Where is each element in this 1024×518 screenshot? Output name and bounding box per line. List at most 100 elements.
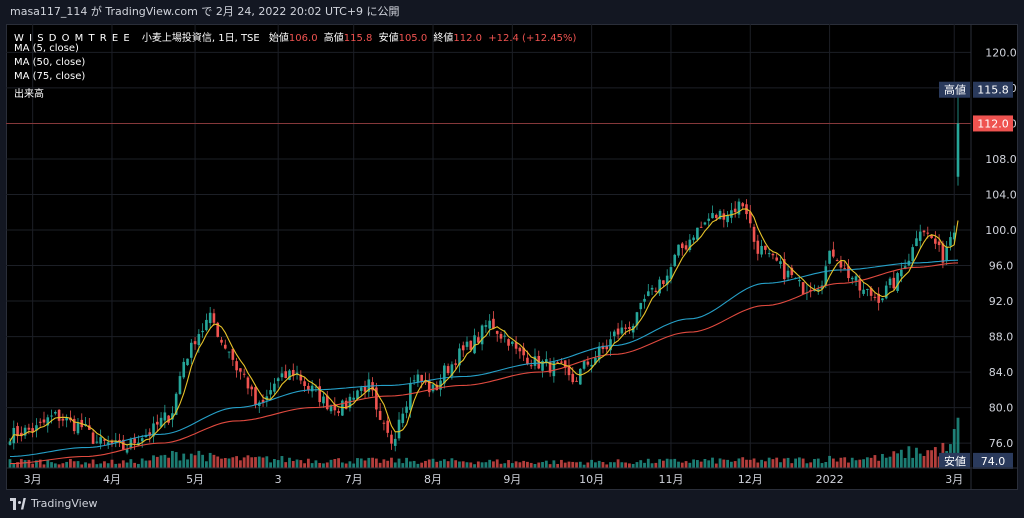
candle-body — [261, 399, 265, 403]
candle-body — [941, 243, 945, 263]
candle-body — [643, 298, 646, 302]
candle-body — [684, 245, 688, 250]
volume-bar — [597, 460, 601, 468]
volume-bar — [510, 463, 514, 468]
candle-body — [677, 244, 680, 256]
candle-body — [329, 405, 333, 412]
volume-bar — [541, 462, 544, 468]
candle-body — [57, 409, 61, 421]
indicator-volume[interactable]: 出来高 — [14, 89, 44, 100]
candle-body — [609, 339, 612, 351]
volume-bar — [250, 457, 254, 468]
candle-body — [390, 434, 393, 444]
volume-bar — [918, 453, 922, 468]
volume-bar — [144, 460, 148, 468]
indicator-ma5[interactable]: MA (5, close) — [14, 43, 79, 54]
volume-bar — [839, 457, 843, 468]
volume-bar — [862, 459, 865, 468]
volume-bar — [261, 457, 265, 468]
volume-bar — [888, 456, 892, 468]
candle-body — [114, 440, 118, 443]
candle-body — [265, 396, 269, 401]
candle-body — [915, 238, 918, 246]
volume-bar — [280, 456, 284, 468]
volume-bar — [114, 463, 118, 468]
volume-bar — [594, 462, 597, 468]
volume-bar — [575, 462, 578, 468]
volume-bar — [722, 459, 726, 468]
candle-body — [27, 427, 31, 430]
candle-body — [465, 341, 469, 347]
volume-bar — [412, 460, 416, 468]
candle-body — [579, 368, 582, 385]
tradingview-logo[interactable]: TradingView — [10, 497, 97, 510]
price-chart[interactable]: 120.0116.0112.0108.0104.0100.096.092.088… — [6, 24, 1018, 490]
volume-bar — [254, 457, 257, 468]
volume-bar — [416, 463, 420, 468]
candle-body — [106, 442, 110, 445]
volume-bar — [348, 461, 352, 468]
candle-body — [477, 337, 480, 343]
volume-bar — [344, 463, 348, 468]
volume-bar — [560, 459, 563, 468]
candle-body — [718, 210, 722, 220]
candle-body — [461, 345, 465, 351]
volume-bar — [567, 461, 571, 468]
volume-bar — [16, 462, 19, 468]
candle-body — [707, 218, 711, 221]
candle-body — [288, 370, 291, 380]
volume-bar — [533, 464, 537, 468]
candle-body — [450, 364, 454, 377]
time-tick-label: 12月 — [738, 473, 763, 486]
candle-body — [775, 257, 779, 261]
candle-body — [892, 277, 896, 289]
volume-bar — [121, 460, 125, 468]
volume-bar — [805, 463, 809, 468]
volume-bar — [537, 462, 541, 468]
candle-body — [99, 437, 102, 444]
volume-bar — [95, 464, 99, 468]
candle-body — [352, 397, 355, 400]
volume-bar — [707, 460, 711, 468]
candle-body — [552, 361, 556, 377]
candle-body — [382, 422, 386, 424]
candle-body — [790, 267, 794, 276]
candle-body — [556, 362, 559, 364]
volume-bar — [507, 460, 510, 468]
price-tick-label: 120.0 — [985, 46, 1017, 59]
candle-body — [201, 330, 204, 333]
candle-body — [299, 374, 303, 381]
candle-body — [601, 345, 605, 350]
candle-body — [930, 235, 933, 239]
candle-body — [61, 418, 65, 421]
indicator-ma75[interactable]: MA (75, close) — [14, 71, 86, 82]
volume-bar — [371, 457, 374, 468]
candle-body — [590, 364, 593, 367]
volume-bar — [514, 461, 518, 468]
candle-body — [125, 448, 129, 453]
volume-bar — [424, 460, 427, 468]
candle-body — [212, 313, 216, 323]
candle-body — [291, 369, 295, 376]
candle-body — [945, 246, 948, 261]
volume-bar — [915, 447, 918, 468]
volume-bar — [745, 459, 748, 468]
volume-bar — [91, 459, 95, 468]
candle-body — [900, 269, 903, 277]
volume-bar — [80, 464, 84, 468]
price-tag-value: 74.0 — [981, 455, 1006, 468]
candle-body — [223, 344, 227, 349]
candle-body — [918, 231, 922, 241]
candle-body — [699, 226, 703, 228]
candle-body — [103, 439, 106, 441]
candle-body — [189, 342, 193, 358]
volume-bar — [790, 463, 794, 468]
candle-body — [952, 232, 956, 240]
time-tick-label: 3 — [275, 473, 282, 486]
volume-bar — [612, 462, 616, 468]
candle-body — [613, 331, 616, 337]
candle-body — [473, 335, 476, 354]
indicator-ma50[interactable]: MA (50, close) — [14, 57, 86, 68]
volume-bar — [216, 456, 220, 468]
volume-bar — [454, 460, 458, 468]
